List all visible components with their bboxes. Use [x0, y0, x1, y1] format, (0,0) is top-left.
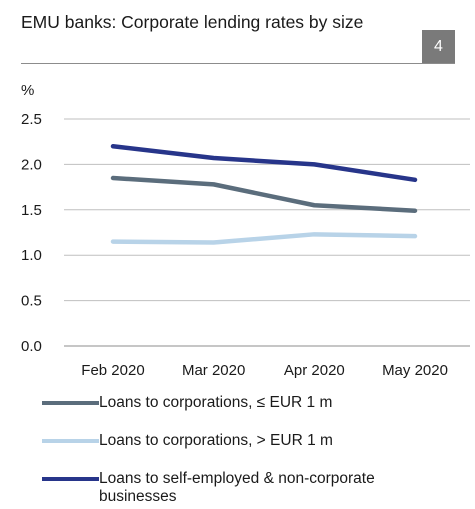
chart-number-badge: 4 — [422, 30, 455, 63]
y-tick-label: 2.0 — [21, 156, 42, 173]
legend-swatch — [42, 477, 99, 481]
legend-label: Loans to corporations, ≤ EUR 1 m — [99, 394, 333, 411]
x-tick-label: Apr 2020 — [284, 362, 345, 379]
chart-title: EMU banks: Corporate lending rates by si… — [21, 12, 364, 32]
y-tick-label: 1.5 — [21, 202, 42, 219]
x-tick-label: Feb 2020 — [81, 362, 144, 379]
y-axis-unit-label: % — [21, 82, 35, 99]
legend-item: Loans to corporations, > EUR 1 m — [42, 432, 439, 450]
legend-swatch — [42, 401, 99, 405]
legend-label: Loans to corporations, > EUR 1 m — [99, 432, 333, 449]
x-tick-label: Mar 2020 — [182, 362, 245, 379]
legend-swatch — [42, 439, 99, 443]
legend-item: Loans to corporations, ≤ EUR 1 m — [42, 394, 439, 412]
series-line — [110, 143, 418, 183]
y-tick-label: 2.5 — [21, 111, 42, 128]
line-chart: 0.0 0.5 1.0 1.5 2.0 2.5 Feb 2020 Mar 2020 Apr 20… — [21, 111, 470, 379]
y-tick-label: 0.5 — [21, 293, 42, 310]
series-line — [110, 232, 418, 245]
series-line — [110, 175, 418, 213]
y-tick-label: 1.0 — [21, 247, 42, 264]
title-divider — [21, 63, 455, 64]
x-tick-label: May 2020 — [382, 362, 448, 379]
y-tick-label: 0.0 — [21, 338, 42, 355]
legend-item: Loans to self-employed & non-corporate b… — [42, 470, 439, 506]
legend-label: Loans to self-employed & non-corporate b… — [99, 470, 375, 505]
